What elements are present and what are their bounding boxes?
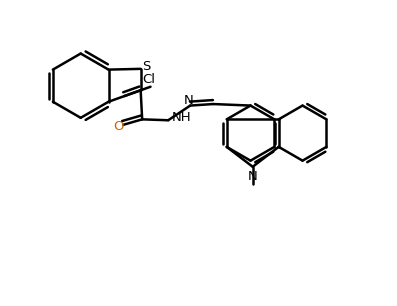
Text: N: N <box>184 94 194 107</box>
Text: S: S <box>142 60 150 73</box>
Text: N: N <box>248 170 258 183</box>
Text: O: O <box>114 120 124 133</box>
Text: NH: NH <box>172 111 191 124</box>
Text: Cl: Cl <box>142 73 155 86</box>
